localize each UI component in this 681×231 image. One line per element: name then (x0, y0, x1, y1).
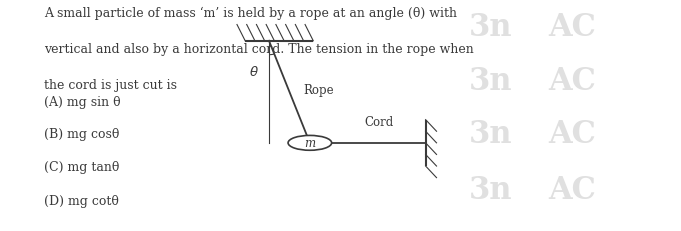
Text: A small particle of mass ‘m’ is held by a rope at an angle (θ) with: A small particle of mass ‘m’ is held by … (44, 7, 457, 20)
Text: 3n: 3n (469, 65, 512, 96)
Text: Rope: Rope (303, 84, 334, 97)
Text: AC: AC (548, 65, 596, 96)
Text: (A) mg sin θ: (A) mg sin θ (44, 95, 121, 108)
Text: 3n: 3n (469, 12, 512, 43)
Text: AC: AC (548, 12, 596, 43)
Text: AC: AC (548, 119, 596, 149)
Text: the cord is just cut is: the cord is just cut is (44, 79, 177, 91)
Text: AC: AC (548, 174, 596, 205)
Circle shape (288, 136, 332, 151)
Text: (D) mg cotθ: (D) mg cotθ (44, 195, 119, 207)
Text: vertical and also by a horizontal cord. The tension in the rope when: vertical and also by a horizontal cord. … (44, 43, 474, 56)
Text: Cord: Cord (364, 116, 393, 129)
Text: 3n: 3n (469, 119, 512, 149)
Text: 3n: 3n (469, 174, 512, 205)
Text: $\theta$: $\theta$ (249, 65, 259, 79)
Text: m: m (304, 137, 315, 150)
Text: (C) mg tanθ: (C) mg tanθ (44, 160, 120, 173)
Text: (B) mg cosθ: (B) mg cosθ (44, 128, 120, 140)
